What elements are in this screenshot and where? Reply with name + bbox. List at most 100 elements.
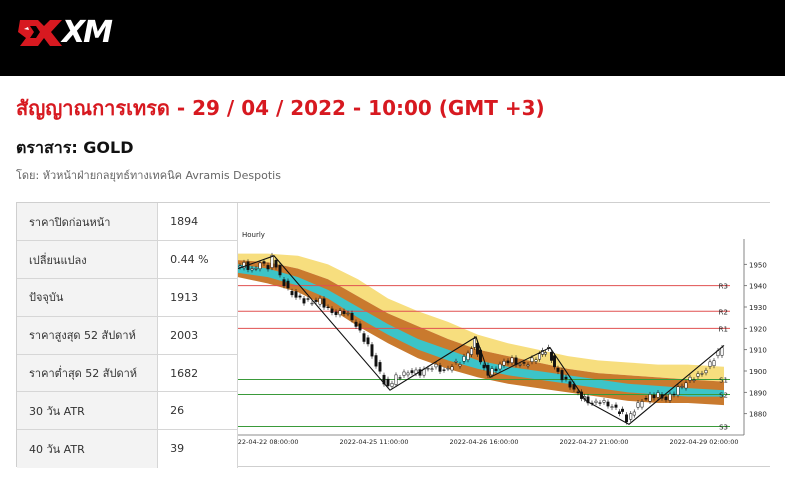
xm-logo[interactable]: XM [14, 16, 113, 50]
page-title: สัญญาณการเทรด - 29 / 04 / 2022 - 10:00 (… [16, 96, 545, 120]
x-tick-label: 2022-04-29 02:00:00 [669, 438, 738, 446]
candle-body [326, 306, 330, 309]
stat-value: 1682 [157, 354, 238, 393]
zigzag-line [238, 255, 725, 425]
x-tick-label: 2022-04-27 21:00:00 [559, 438, 628, 446]
candle-body [538, 353, 541, 360]
candle-body [629, 413, 633, 420]
candle-body [644, 398, 648, 400]
stats-table: ราคาปิดก่อนหน้า 1894 เปลี่ยนแปลง 0.44 % … [17, 203, 238, 468]
candle-body [553, 355, 556, 368]
table-row: ราคาปิดก่อนหน้า 1894 [17, 203, 238, 242]
signal-panel: ราคาปิดก่อนหน้า 1894 เปลี่ยนแปลง 0.44 % … [16, 202, 770, 468]
candle-body [306, 298, 310, 300]
y-tick-label: 1890 [749, 389, 767, 397]
candle-body [350, 312, 354, 321]
candle-body [250, 268, 254, 271]
candle-body [242, 262, 246, 269]
stat-label: ราคาต่ำสุด 52 สัปดาห์ [17, 354, 159, 393]
candle-body [378, 362, 382, 372]
candle-body [258, 262, 262, 270]
candle-body [318, 298, 322, 305]
chart-zigzag [238, 255, 725, 425]
level-label-s3: S3 [719, 423, 728, 431]
candle-body [490, 368, 494, 376]
candle-body [410, 370, 414, 374]
candle-body [390, 383, 394, 387]
candle-body [362, 333, 366, 342]
candle-body [338, 310, 342, 316]
candle-body [466, 352, 470, 360]
candle-body [266, 265, 270, 270]
candle-body [354, 321, 358, 327]
candle-body [494, 368, 498, 371]
candle-body [621, 408, 624, 412]
candle-body [470, 348, 473, 355]
candle-body [334, 311, 338, 315]
table-row: 40 วัน ATR 39 [17, 429, 238, 468]
candle-body [442, 369, 446, 371]
candle-body [310, 302, 314, 305]
candle-body [564, 376, 568, 380]
candle-body [270, 255, 274, 268]
candle-body [278, 265, 282, 276]
candle-body [518, 364, 522, 366]
candle-body [672, 393, 676, 396]
candle-body [438, 365, 442, 372]
table-row: 30 วัน ATR 26 [17, 391, 238, 431]
candle-body [676, 386, 680, 396]
timeframe-label: Hourly [242, 231, 265, 239]
cyan-band [238, 264, 724, 397]
candle-body [680, 385, 684, 388]
y-tick-label: 1930 [749, 304, 767, 312]
candle-body [282, 279, 286, 287]
candle-body [346, 312, 350, 315]
candle-body [446, 368, 450, 370]
stat-label: เปลี่ยนแปลง [17, 240, 159, 280]
x-tick-label: 2022-04-22 08:00:00 [238, 438, 299, 446]
level-label-r2: R2 [719, 308, 728, 316]
candle-body [274, 260, 278, 268]
level-label-s2: S2 [719, 391, 728, 399]
table-row: ราคาต่ำสุด 52 สัปดาห์ 1682 [17, 354, 238, 393]
candle-body [534, 359, 538, 362]
candle-body [473, 338, 476, 348]
candle-body [314, 299, 318, 302]
candle-body [526, 364, 530, 367]
candle-body [594, 400, 598, 403]
candle-body [708, 361, 712, 367]
y-tick-label: 1920 [749, 325, 767, 333]
stat-value: 26 [157, 391, 238, 431]
candle-body [366, 337, 370, 345]
candle-body [302, 298, 306, 304]
candle-body [636, 402, 640, 408]
candle-body [652, 394, 656, 399]
candle-body [550, 351, 553, 361]
candle-body [625, 414, 628, 423]
y-tick-label: 1950 [749, 261, 767, 269]
candle-body [398, 377, 402, 379]
candle-body [498, 363, 502, 370]
candle-body [482, 364, 486, 369]
candle-body [476, 342, 479, 355]
candle-body [462, 356, 466, 362]
candle-body [656, 392, 660, 398]
candle-body [374, 355, 378, 367]
candle-body [560, 370, 564, 381]
candle-body [286, 280, 290, 289]
candle-body [692, 379, 696, 381]
candle-body [406, 372, 410, 376]
candle-body [426, 368, 430, 370]
candle-body [502, 360, 506, 366]
candle-body [522, 362, 526, 364]
candle-body [290, 291, 294, 296]
candle-body [664, 396, 668, 401]
x-tick-label: 2022-04-26 16:00:00 [449, 438, 518, 446]
candle-body [454, 361, 458, 363]
candle-body [430, 368, 434, 370]
candle-body [254, 268, 258, 270]
candle-body [298, 295, 302, 298]
stat-label: ปัจจุบัน [17, 278, 159, 317]
y-tick-label: 1880 [749, 411, 767, 419]
table-row: ปัจจุบัน 1913 [17, 278, 238, 317]
